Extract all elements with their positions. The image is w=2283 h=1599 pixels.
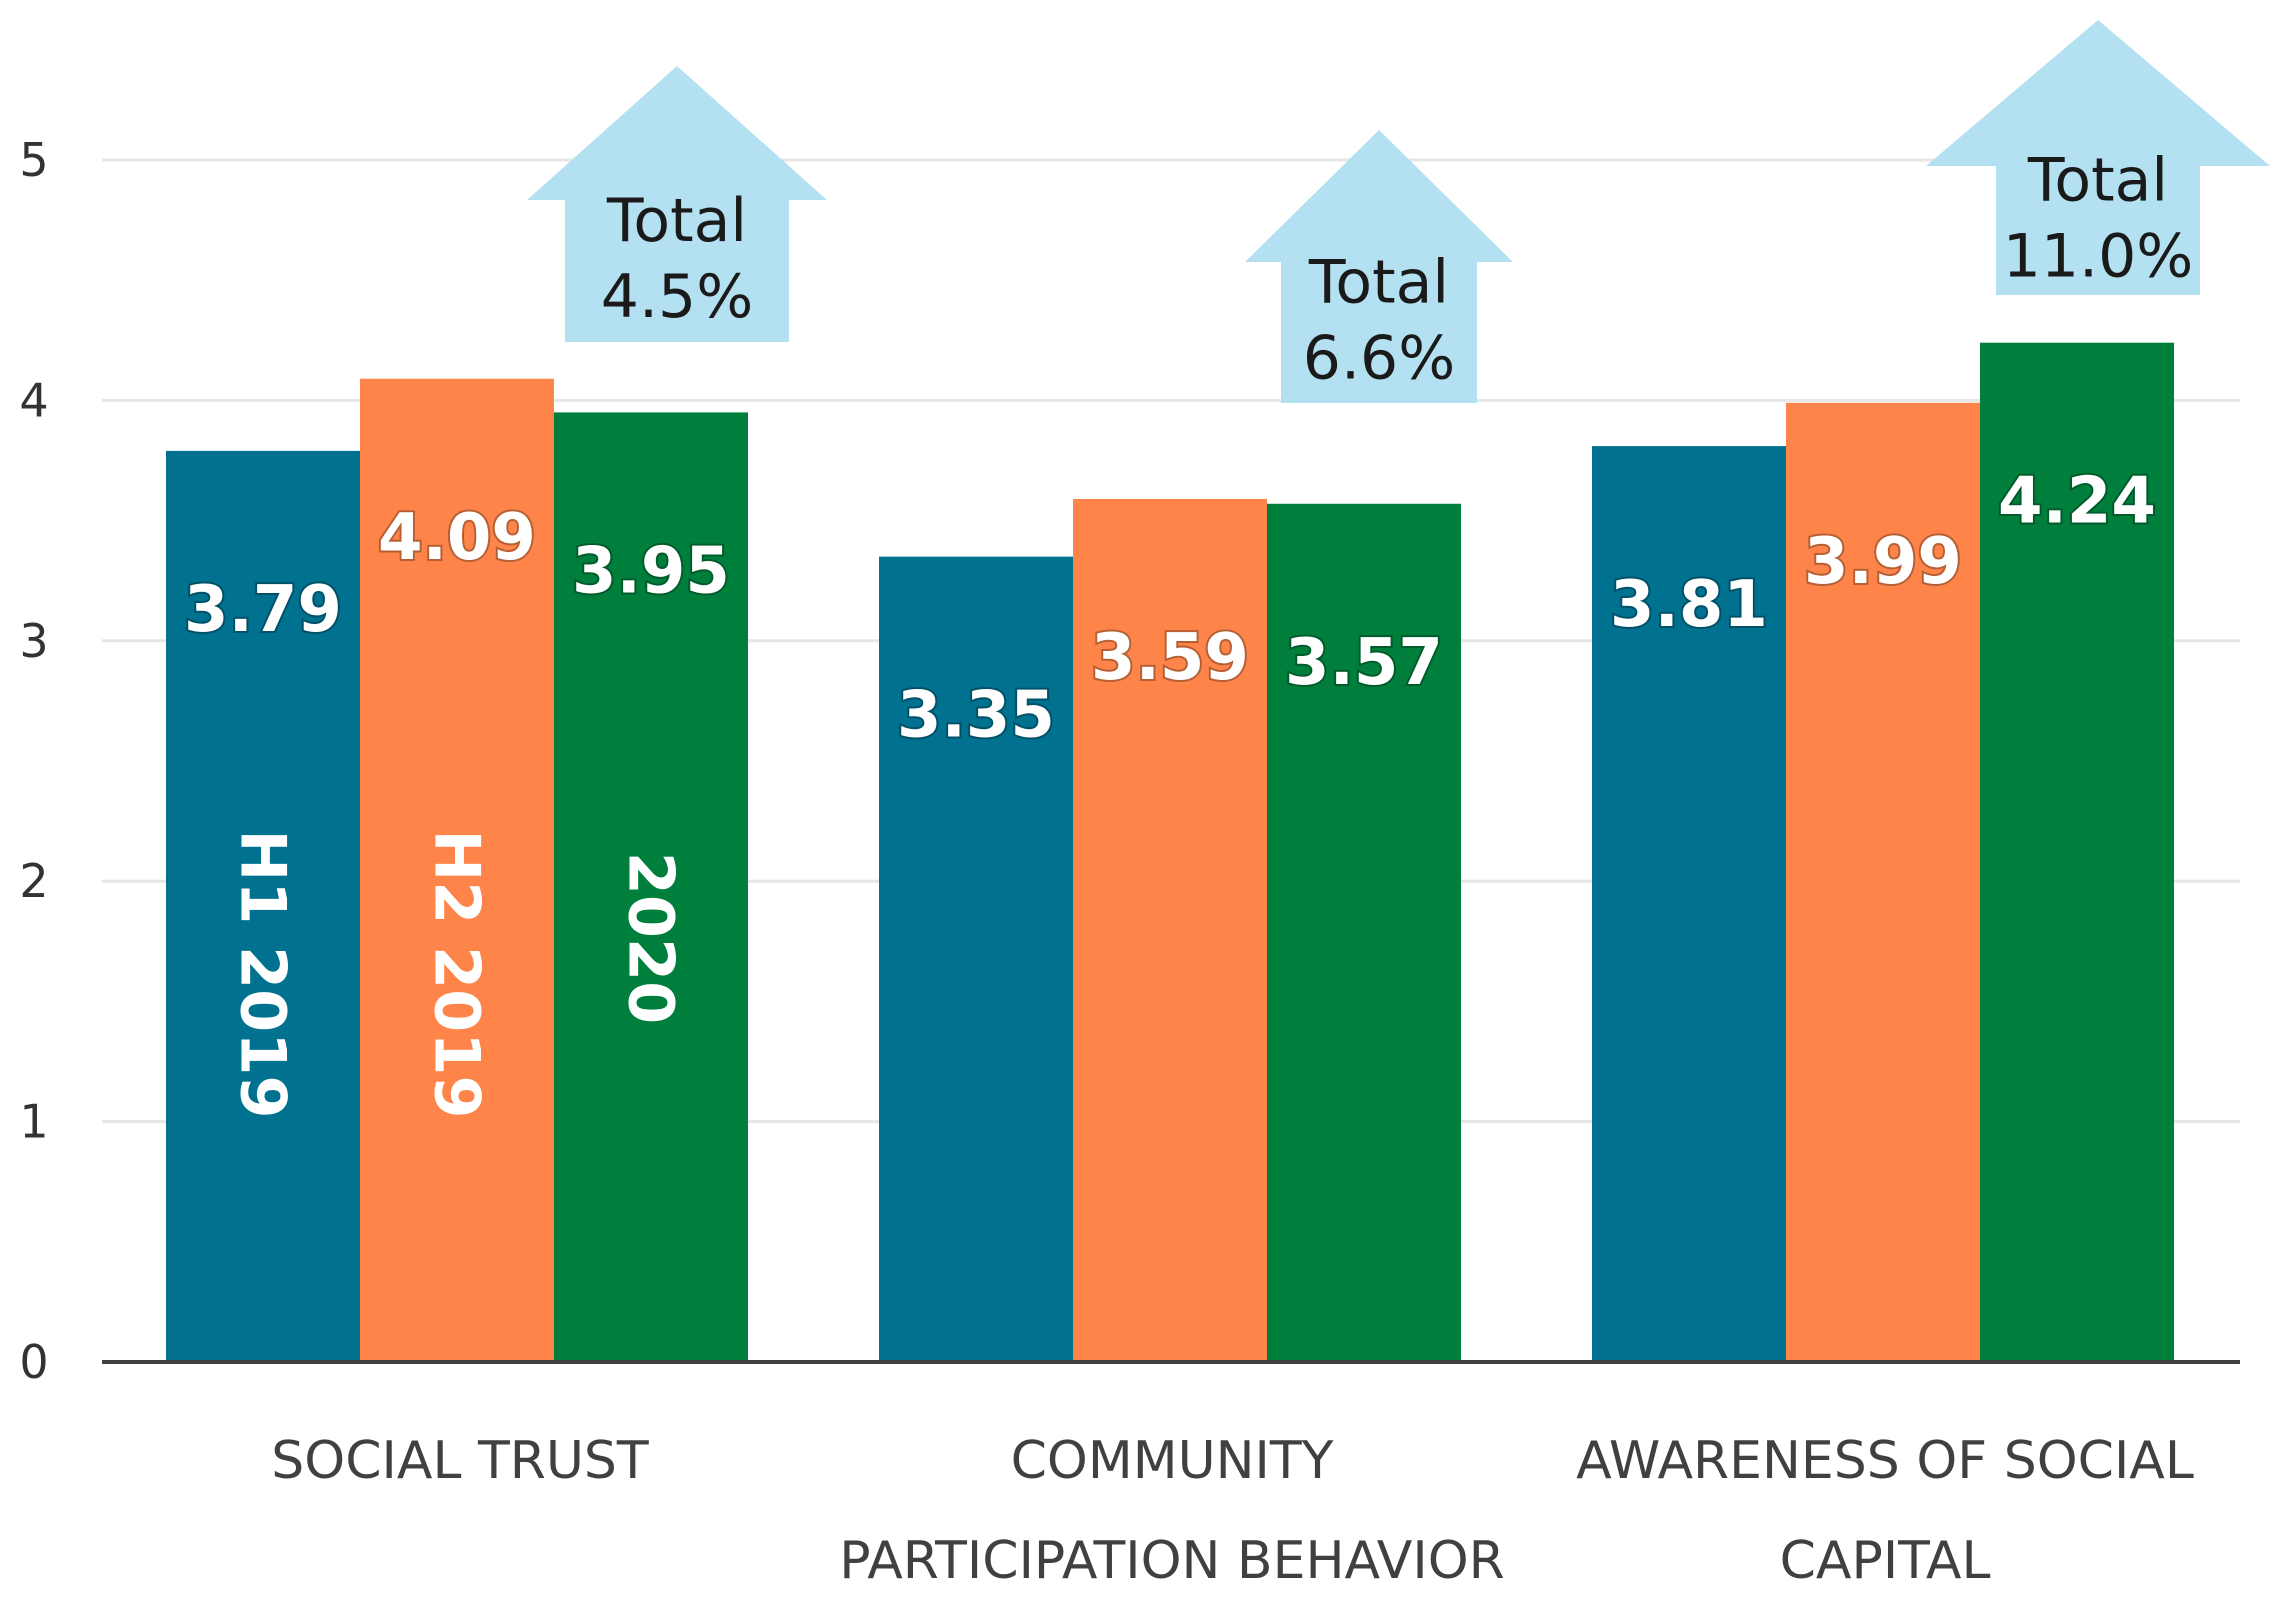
bar-2020 — [554, 412, 748, 1362]
bar-2020 — [1267, 503, 1461, 1363]
y-tick-label: 1 — [19, 1095, 48, 1149]
bar-value-label: 3.99 — [1804, 525, 1962, 599]
bar-value-label: 3.57 — [1285, 626, 1443, 700]
bar-h2-2019 — [1073, 498, 1267, 1362]
total-arrow-value: 11.0% — [2003, 222, 2194, 292]
total-arrow-title: Total — [606, 186, 747, 256]
bar-value-label: 3.95 — [572, 534, 730, 608]
y-tick-label: 5 — [19, 133, 48, 187]
total-arrow-shape — [1926, 20, 2270, 295]
bar-h1-2019 — [166, 450, 360, 1362]
bar-h2-2019 — [1786, 402, 1980, 1363]
bar-h2-2019 — [360, 378, 554, 1362]
bar-value-label: 3.35 — [897, 679, 1055, 753]
y-tick-label: 2 — [19, 854, 48, 908]
x-category-label: SOCIAL TRUST — [271, 1431, 649, 1491]
bar-h1-2019 — [1592, 446, 1786, 1362]
series-label: H2 2019 — [421, 829, 494, 1118]
total-arrows — [527, 20, 2270, 403]
bar-value-label: 3.59 — [1091, 621, 1249, 695]
bar-2020 — [1980, 342, 2174, 1363]
bar-value-label: 3.81 — [1610, 568, 1768, 642]
bar-value-label: 3.79 — [184, 573, 342, 647]
total-arrow-value: 4.5% — [601, 262, 753, 332]
x-category-label: COMMUNITY — [1011, 1431, 1334, 1491]
total-arrow-title: Total — [1308, 248, 1449, 318]
x-category-label: CAPITAL — [1780, 1531, 1991, 1591]
x-category-label: AWARENESS OF SOCIAL — [1576, 1431, 2194, 1491]
total-arrow-shape — [1245, 130, 1513, 403]
x-category-label: PARTICIPATION BEHAVIOR — [839, 1531, 1505, 1591]
y-tick-label: 4 — [19, 373, 48, 427]
total-arrow-shape — [527, 66, 827, 342]
bars — [166, 342, 2174, 1363]
y-tick-label: 0 — [19, 1335, 48, 1389]
total-arrow-title: Total — [2027, 146, 2168, 216]
bar-h1-2019 — [879, 556, 1073, 1362]
y-tick-label: 3 — [19, 614, 48, 668]
total-arrow-value: 6.6% — [1303, 324, 1455, 394]
bar-value-label: 4.09 — [378, 501, 536, 575]
bar-value-label: 4.24 — [1998, 465, 2156, 539]
series-label: H1 2019 — [227, 829, 300, 1118]
series-label: 2020 — [615, 852, 688, 1025]
